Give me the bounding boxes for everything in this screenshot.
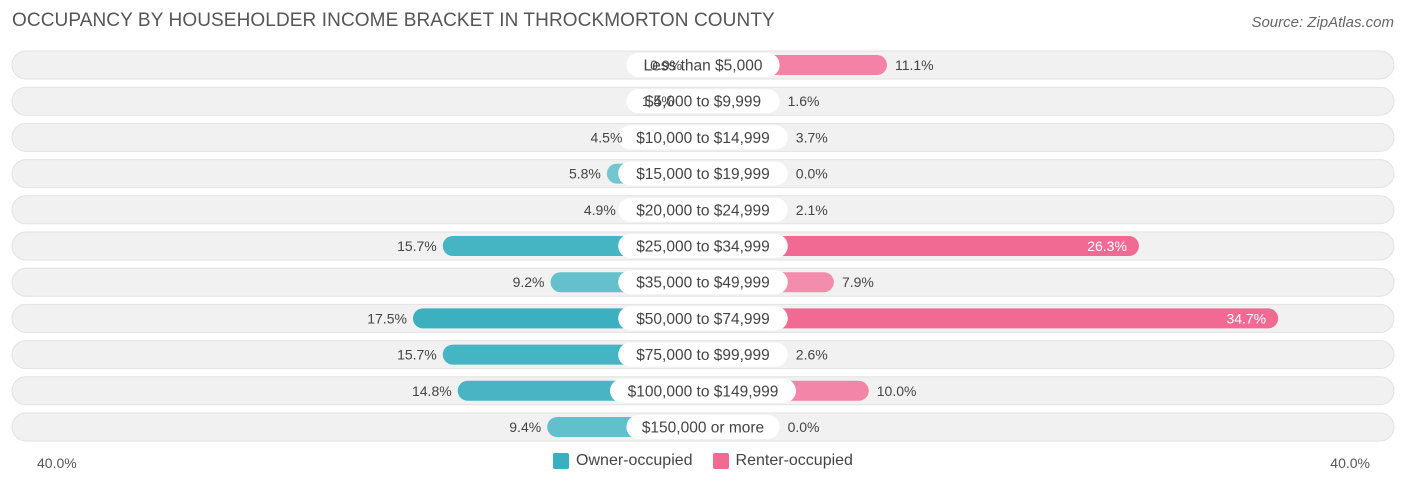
owner-value-label: 4.9% [584, 202, 616, 218]
category-label: $75,000 to $99,999 [636, 347, 770, 364]
renter-value-label: 3.7% [796, 129, 828, 145]
owner-value-label: 5.8% [569, 166, 601, 182]
chart-title: OCCUPANCY BY HOUSEHOLDER INCOME BRACKET … [12, 10, 775, 31]
owner-value-label: 14.8% [412, 383, 452, 399]
category-label: $50,000 to $74,999 [636, 311, 770, 328]
category-label: $100,000 to $149,999 [628, 383, 779, 400]
renter-bar [703, 308, 1279, 329]
owner-value-label: 17.5% [367, 310, 407, 326]
owner-value-label: 9.4% [509, 419, 541, 435]
chart-source: Source: ZipAtlas.com [1251, 14, 1394, 31]
legend-owner: Owner-occupied [553, 452, 693, 470]
category-pill [618, 161, 788, 186]
renter-value-label: 2.1% [796, 202, 828, 218]
category-label: $10,000 to $14,999 [636, 130, 770, 147]
category-label: $25,000 to $34,999 [636, 239, 770, 256]
renter-value-label: 0.0% [796, 166, 828, 182]
category-pill [618, 197, 788, 222]
legend-renter-swatch [712, 453, 729, 469]
category-label: $15,000 to $19,999 [636, 166, 770, 183]
category-pill [618, 125, 788, 150]
owner-value-label: 0.9% [650, 57, 682, 73]
legend-owner-swatch [553, 453, 570, 469]
category-label: $5,000 to $9,999 [645, 94, 761, 111]
legend-renter: Renter-occupied [712, 452, 853, 470]
category-pill [626, 89, 780, 114]
renter-value-label: 1.6% [788, 93, 820, 109]
renter-value-label: 11.1% [895, 57, 934, 73]
renter-value-label: 2.6% [796, 347, 828, 363]
category-pill [626, 415, 780, 439]
legend-renter-label: Renter-occupied [735, 452, 853, 469]
category-label: $150,000 or more [642, 420, 764, 437]
category-label: $20,000 to $24,999 [636, 202, 770, 219]
legend-owner-label: Owner-occupied [576, 452, 693, 469]
renter-bar [703, 236, 1139, 256]
category-pill [610, 378, 796, 403]
renter-value-label: 26.3% [1087, 238, 1127, 254]
owner-value-label: 1.4% [642, 93, 674, 109]
owner-value-label: 15.7% [397, 238, 437, 254]
category-label: Less than $5,000 [644, 58, 763, 75]
category-pill [618, 342, 788, 367]
owner-value-label: 15.7% [397, 347, 437, 363]
axis-right-label: 40.0% [1330, 455, 1370, 471]
category-label: $35,000 to $49,999 [636, 275, 770, 292]
legend: Owner-occupied Renter-occupied [0, 452, 1406, 470]
renter-value-label: 0.0% [788, 419, 820, 435]
owner-value-label: 9.2% [513, 274, 545, 290]
category-pill [618, 234, 788, 258]
category-pill [618, 270, 788, 295]
renter-value-label: 7.9% [842, 274, 874, 290]
category-pill [626, 53, 780, 77]
axis-left-label: 40.0% [37, 455, 77, 471]
category-pill [618, 306, 788, 331]
renter-value-label: 34.7% [1226, 310, 1266, 326]
owner-value-label: 4.5% [590, 129, 622, 145]
renter-value-label: 10.0% [877, 383, 917, 399]
